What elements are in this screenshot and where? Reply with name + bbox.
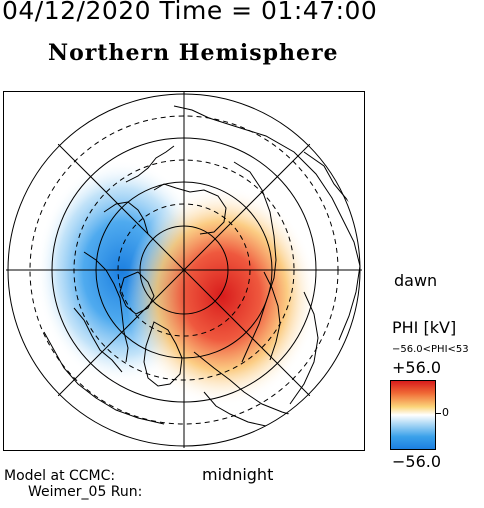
colorbar-zero-tick xyxy=(435,413,441,414)
legend-min-value: −56.0 xyxy=(392,452,442,471)
legend-max-value: +56.0 xyxy=(392,358,442,377)
legend-title: PHI [kV] xyxy=(392,318,457,337)
legend-range: −56.0<PHI<53 xyxy=(392,344,469,355)
run-label: Weimer_05 Run: xyxy=(28,484,143,500)
colorbar xyxy=(390,380,436,450)
dawn-label: dawn xyxy=(394,271,438,290)
polar-map-frame xyxy=(3,91,365,451)
meridian-lines xyxy=(6,92,362,448)
legend-zero-value: 0 xyxy=(442,406,449,419)
hemisphere-title: Northern Hemisphere xyxy=(48,40,339,66)
midnight-label: midnight xyxy=(202,465,274,484)
date-time-title: 04/12/2020 Time = 01:47:00 xyxy=(2,0,378,25)
polar-map xyxy=(6,92,362,448)
positive-potential-cell xyxy=(126,186,318,406)
model-label: Model at CCMC: xyxy=(4,468,116,484)
